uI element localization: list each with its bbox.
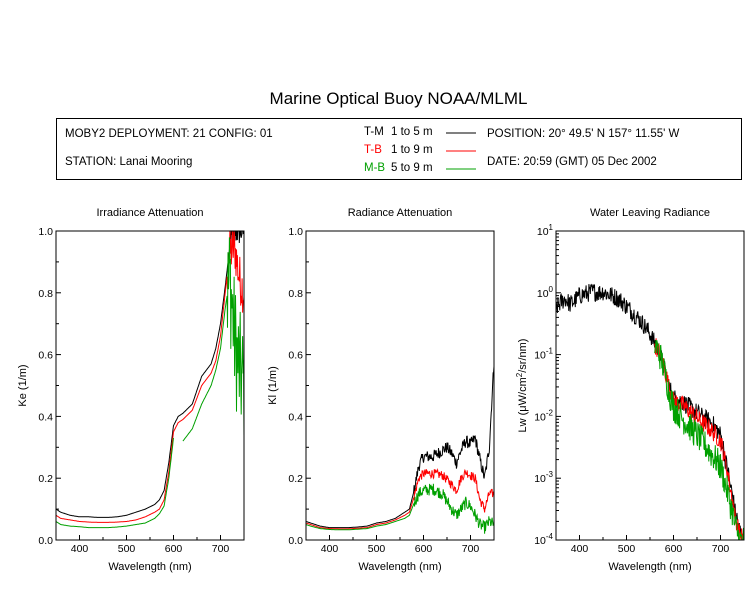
series-line-m-b (56, 437, 174, 529)
series-line-t-m (556, 283, 744, 540)
series-line-m-b (306, 483, 494, 534)
x-tick-label: 400 (321, 543, 339, 555)
y-tick-label: 10-4 (534, 532, 553, 547)
series-line-t-b (654, 338, 744, 540)
y-tick-label: 100 (537, 285, 554, 300)
x-axis-label: Wavelength (nm) (608, 561, 691, 573)
plot-frame (305, 230, 495, 541)
y-axis-label: Kl (1/m) (267, 366, 279, 405)
x-tick-label: 400 (71, 543, 89, 555)
y-tick-label: 1.0 (38, 226, 53, 238)
x-axis-label: Wavelength (nm) (108, 561, 191, 573)
chart-title: Water Leaving Radiance (590, 207, 710, 219)
station-text: STATION: Lanai Mooring (65, 156, 193, 168)
y-tick-label: 0.0 (288, 535, 303, 547)
series-line-m-b (654, 340, 744, 540)
legend-range-tm: 1 to 5 m (391, 126, 433, 138)
x-tick-label: 700 (712, 543, 730, 555)
chart-title: Radiance Attenuation (348, 207, 453, 219)
x-tick-label: 500 (618, 543, 636, 555)
y-tick-label: 0.8 (288, 288, 303, 300)
legend-code-tm: T-M (364, 126, 384, 138)
chart-1: Irradiance Attenuation 400 500 600 700 0.0 0.2… (17, 207, 245, 573)
plot-frame (555, 230, 745, 541)
y-tick-label: 0.0 (38, 535, 53, 547)
legend-range-tb: 1 to 9 m (391, 144, 433, 156)
legend-range-mb: 5 to 9 m (391, 162, 433, 174)
y-tick-label: 0.8 (38, 288, 53, 300)
chart-3: Water Leaving Radiance 400 500 600 700 101 100… (515, 207, 745, 573)
series-line-t-m (56, 231, 244, 518)
y-tick-label: 0.2 (288, 473, 303, 485)
x-tick-label: 600 (415, 543, 433, 555)
y-tick-label: 0.6 (288, 350, 303, 362)
deployment-text: MOBY2 DEPLOYMENT: 21 CONFIG: 01 (65, 128, 273, 140)
y-tick-label: 0.4 (38, 411, 53, 423)
x-tick-label: 500 (368, 543, 386, 555)
y-tick-label: 10-2 (534, 408, 553, 423)
y-tick-label: 0.2 (38, 473, 53, 485)
series-line-t-m (306, 366, 494, 529)
y-tick-label: 10-3 (534, 470, 553, 485)
chart-title: Irradiance Attenuation (96, 207, 203, 219)
y-tick-label: 0.4 (288, 411, 303, 423)
series-line-t-b (306, 467, 494, 530)
date-text: DATE: 20:59 (GMT) 05 Dec 2002 (487, 156, 657, 168)
x-tick-label: 600 (665, 543, 683, 555)
legend-swatches (446, 132, 476, 170)
x-tick-label: 700 (462, 543, 480, 555)
x-tick-label: 500 (118, 543, 136, 555)
y-axis-label: Lw (μW/cm2/sr/nm) (515, 339, 529, 433)
y-tick-label: 101 (537, 223, 554, 238)
legend-code-mb: M-B (364, 162, 386, 174)
position-text: POSITION: 20° 49.5' N 157° 11.55' W (487, 128, 680, 140)
y-axis-label: Ke (1/m) (17, 364, 29, 406)
series-line-m-b (182, 237, 244, 442)
series-line-t-b (56, 231, 244, 523)
plot-frame (55, 230, 245, 541)
y-tick-label: 1.0 (288, 226, 303, 238)
x-tick-label: 600 (165, 543, 183, 555)
x-tick-label: 400 (571, 543, 589, 555)
main-title: Marine Optical Buoy NOAA/MLML (269, 89, 528, 108)
y-tick-label: 10-1 (534, 347, 553, 362)
x-axis-label: Wavelength (nm) (358, 561, 441, 573)
legend-code-tb: T-B (364, 144, 382, 156)
x-tick-label: 700 (212, 543, 230, 555)
y-tick-label: 0.6 (38, 350, 53, 362)
chart-2: Radiance Attenuation 400 500 600 700 0.0 0.2 0.… (267, 207, 495, 573)
info-box: MOBY2 DEPLOYMENT: 21 CONFIG: 01 STATION:… (56, 118, 742, 180)
